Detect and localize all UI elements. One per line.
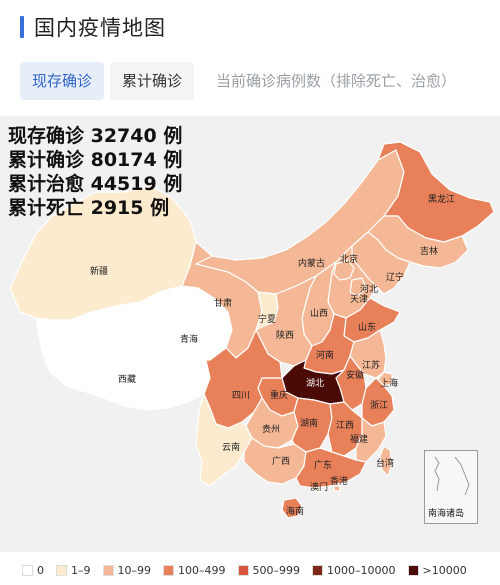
stat-cumulative-confirmed: 累计确诊 80174 例 <box>8 149 183 171</box>
legend-swatch <box>102 564 114 576</box>
label-fujian: 福建 <box>350 433 368 445</box>
stat-cumulative-recovered: 累计治愈 44519 例 <box>8 173 183 195</box>
title-accent-bar <box>20 16 24 38</box>
legend-item: >10000 <box>407 563 467 577</box>
label-jiangxi: 江西 <box>336 420 354 431</box>
label-hongkong: 香港 <box>330 475 348 487</box>
province-macau[interactable] <box>315 487 321 493</box>
legend-item: 500–999 <box>237 563 301 577</box>
label-shanghai: 上海 <box>380 377 398 389</box>
label-xizang: 西藏 <box>118 373 136 385</box>
province-hongkong[interactable] <box>333 485 341 492</box>
province-hainan[interactable] <box>281 497 303 519</box>
legend-swatch <box>22 564 33 576</box>
label-guizhou: 贵州 <box>262 423 280 435</box>
page-header: 国内疫情地图 <box>0 0 500 56</box>
legend-item: 1000–10000 <box>312 564 396 577</box>
label-liaoning: 辽宁 <box>386 271 404 283</box>
label-henan: 河南 <box>316 349 334 361</box>
legend-label: 500–999 <box>252 563 301 577</box>
legend-label: 10–99 <box>117 563 152 577</box>
label-tianjin: 天津 <box>350 294 368 305</box>
tab-bar: 现存确诊 累计确诊 <box>20 62 200 100</box>
china-map: 新疆 西藏 青海 甘肃 内蒙古 黑龙江 吉林 辽宁 北京 天津 河北 山西 宁夏… <box>9 141 495 519</box>
legend-swatch <box>407 564 419 576</box>
province-taiwan[interactable] <box>379 445 393 477</box>
tab-current-confirmed[interactable]: 现存确诊 <box>20 62 105 100</box>
province-guangdong[interactable] <box>295 447 367 489</box>
label-guangdong: 广东 <box>314 459 332 471</box>
label-xinjiang: 新疆 <box>90 265 108 277</box>
legend-label: 1000–10000 <box>327 563 396 577</box>
legend-swatch <box>312 564 323 576</box>
label-heilongjiang: 黑龙江 <box>428 193 455 205</box>
label-shandong: 山东 <box>358 321 376 333</box>
label-hebei: 河北 <box>360 283 378 295</box>
label-macau: 澳门 <box>310 481 328 493</box>
label-shaanxi: 陕西 <box>276 329 294 341</box>
label-jilin: 吉林 <box>420 245 438 257</box>
tab-cumulative-confirmed[interactable]: 累计确诊 <box>110 62 195 100</box>
page-title: 国内疫情地图 <box>34 16 166 40</box>
legend-label: 1–9 <box>71 563 91 577</box>
legend-swatch <box>56 564 67 576</box>
label-shanxi: 山西 <box>310 308 328 319</box>
province-zhejiang[interactable] <box>361 377 395 427</box>
label-beijing: 北京 <box>340 253 358 265</box>
label-chongqing: 重庆 <box>270 389 288 401</box>
label-hubei: 湖北 <box>306 378 324 389</box>
label-hainan: 海南 <box>286 505 304 517</box>
stat-current-confirmed: 现存确诊 32740 例 <box>8 125 183 147</box>
label-anhui: 安徽 <box>346 369 364 381</box>
legend-swatch <box>163 564 174 576</box>
south-sea-inset <box>424 450 478 524</box>
label-qinghai: 青海 <box>180 333 198 345</box>
label-taiwan: 台湾 <box>376 457 394 469</box>
south-sea-islands-icon <box>434 456 470 496</box>
province-shanghai[interactable] <box>377 371 393 387</box>
province-yunnan[interactable] <box>195 393 253 487</box>
label-yunnan: 云南 <box>222 441 240 453</box>
province-tianjin[interactable] <box>349 277 367 297</box>
legend-item: 10–99 <box>102 563 152 577</box>
map-legend: 0 1–9 10–99 100–499 500–999 1000–10000 >… <box>0 556 500 584</box>
legend-item: 100–499 <box>163 564 226 577</box>
province-beijing[interactable] <box>333 259 355 281</box>
label-neimenggu: 内蒙古 <box>298 257 325 269</box>
legend-label: 0 <box>37 563 44 577</box>
legend-swatch <box>237 564 249 576</box>
label-jiangsu: 江苏 <box>362 359 380 371</box>
tab-description: 当前确诊病例数（排除死亡、治愈） <box>216 72 457 90</box>
province-heilongjiang[interactable] <box>377 141 495 243</box>
stats-panel: 现存确诊 32740 例 累计确诊 80174 例 累计治愈 44519 例 累… <box>8 124 182 220</box>
label-gansu: 甘肃 <box>214 297 232 309</box>
label-zhejiang: 浙江 <box>370 399 388 411</box>
province-fujian[interactable] <box>355 417 387 463</box>
legend-label: >10000 <box>422 563 467 577</box>
legend-label: 100–499 <box>178 563 226 577</box>
legend-item: 0 <box>22 564 44 577</box>
label-sichuan: 四川 <box>232 391 250 401</box>
south-sea-label: 南海诸岛 <box>428 509 465 519</box>
label-guangxi: 广西 <box>272 455 290 467</box>
label-hunan: 湖南 <box>300 417 318 429</box>
stat-cumulative-deaths: 累计死亡 2915 例 <box>8 197 170 219</box>
map-container: 新疆 西藏 青海 甘肃 内蒙古 黑龙江 吉林 辽宁 北京 天津 河北 山西 宁夏… <box>0 116 500 552</box>
label-ningxia: 宁夏 <box>258 313 276 325</box>
legend-item: 1–9 <box>56 564 91 577</box>
